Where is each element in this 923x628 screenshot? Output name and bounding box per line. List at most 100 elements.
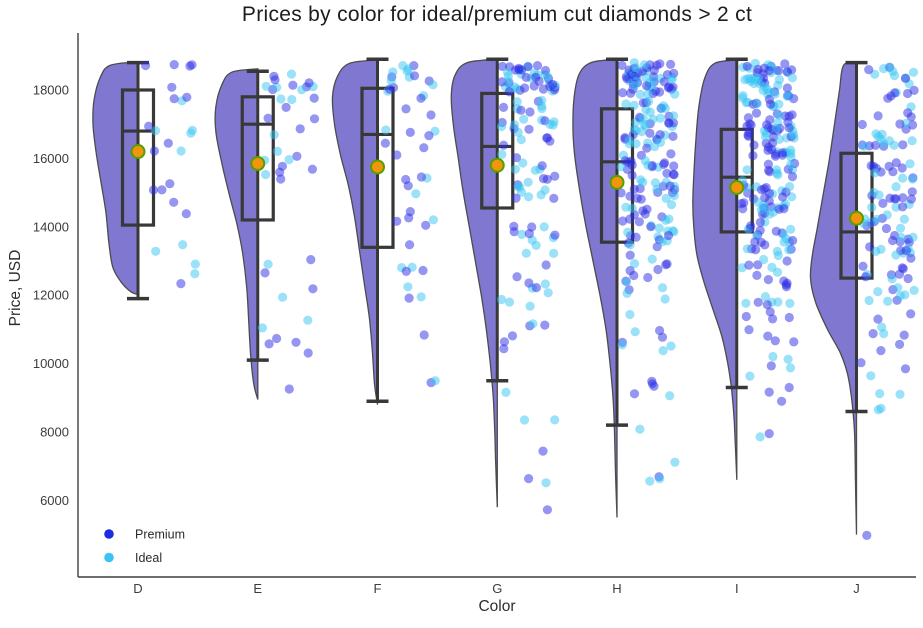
scatter-point xyxy=(149,146,159,156)
scatter-point xyxy=(749,140,759,150)
scatter-point xyxy=(638,113,648,123)
scatter-point xyxy=(771,123,781,133)
scatter-point xyxy=(873,111,883,121)
scatter-point xyxy=(903,273,913,284)
scatter-point xyxy=(144,121,154,131)
scatter-point xyxy=(782,83,793,93)
scatter-point xyxy=(891,202,901,212)
scatter-point xyxy=(653,264,663,275)
ytick-label-14000: 14000 xyxy=(33,219,69,234)
point-cloud-I xyxy=(736,58,800,442)
scatter-point xyxy=(788,235,798,246)
point-cloud-E xyxy=(257,69,320,394)
scatter-point xyxy=(621,202,631,212)
scatter-point xyxy=(661,193,671,203)
scatter-point xyxy=(884,136,895,146)
scatter-point xyxy=(386,76,396,86)
scatter-point xyxy=(870,140,881,150)
scatter-point xyxy=(421,220,431,230)
scatter-point xyxy=(411,189,421,199)
scatter-point xyxy=(401,104,411,114)
scatter-point xyxy=(741,311,751,322)
mean-dot-G xyxy=(489,157,505,173)
scatter-point xyxy=(630,327,640,337)
scatter-point xyxy=(663,230,674,241)
scatter-point xyxy=(883,93,893,103)
mean-dot-F xyxy=(370,159,385,175)
scatter-point xyxy=(654,223,664,233)
scatter-point xyxy=(649,381,659,391)
scatter-point xyxy=(784,123,794,133)
scatter-point xyxy=(618,216,628,226)
violin-G xyxy=(450,58,498,508)
scatter-point xyxy=(668,169,679,179)
scatter-point xyxy=(777,396,787,406)
scatter-point xyxy=(404,213,414,223)
scatter-point xyxy=(524,229,534,239)
scatter-point xyxy=(857,119,867,130)
scatter-point xyxy=(900,73,911,83)
scatter-point xyxy=(772,168,782,178)
scatter-point xyxy=(864,295,874,306)
scatter-point xyxy=(876,244,886,254)
scatter-point xyxy=(784,382,794,393)
scatter-point xyxy=(908,232,918,242)
scatter-point xyxy=(895,291,906,301)
scatter-point xyxy=(907,187,917,197)
scatter-point xyxy=(621,99,631,109)
scatter-point xyxy=(621,277,632,287)
scatter-point xyxy=(765,307,775,317)
scatter-point xyxy=(270,75,280,85)
scatter-point xyxy=(639,60,650,70)
scatter-point xyxy=(380,138,390,148)
scatter-point xyxy=(507,331,518,341)
scatter-point xyxy=(786,224,796,234)
scatter-point xyxy=(276,174,286,184)
scatter-point xyxy=(260,268,270,278)
scatter-point xyxy=(622,288,632,298)
scatter-point xyxy=(537,161,547,171)
scatter-point xyxy=(908,174,918,184)
scatter-point xyxy=(657,237,667,247)
scatter-point xyxy=(859,141,869,151)
scatter-point xyxy=(752,270,762,280)
scatter-point xyxy=(884,161,894,171)
scatter-point xyxy=(666,200,677,210)
xtick-label-G: G xyxy=(492,581,502,596)
scatter-point xyxy=(516,135,526,145)
scatter-point xyxy=(643,160,653,170)
scatter-point xyxy=(668,131,678,141)
box-G xyxy=(480,91,515,210)
scatter-point xyxy=(642,81,652,91)
scatter-point xyxy=(774,110,784,120)
ytick-label-6000: 6000 xyxy=(40,493,69,508)
scatter-point xyxy=(876,403,886,413)
scatter-point xyxy=(665,391,675,401)
scatter-point xyxy=(416,172,426,182)
scatter-point xyxy=(409,71,420,81)
scatter-point xyxy=(751,245,761,255)
scatter-point xyxy=(418,265,428,276)
scatter-point xyxy=(540,185,550,195)
scatter-point xyxy=(873,287,883,297)
scatter-point xyxy=(165,179,175,189)
scatter-point xyxy=(625,266,635,276)
scatter-point xyxy=(879,329,889,339)
scatter-point xyxy=(906,309,916,319)
scatter-point xyxy=(670,457,680,467)
scatter-point xyxy=(523,177,533,187)
point-cloud-F xyxy=(380,61,440,388)
scatter-point xyxy=(511,153,522,163)
scatter-point xyxy=(666,341,676,351)
scatter-point xyxy=(504,87,514,97)
scatter-point xyxy=(303,348,313,358)
scatter-point xyxy=(764,66,774,76)
point-cloud-G xyxy=(496,61,560,515)
scatter-point xyxy=(428,215,438,225)
scatter-point xyxy=(181,209,191,219)
scatter-point xyxy=(643,89,653,99)
scatter-point xyxy=(744,260,754,270)
scatter-point xyxy=(537,101,547,111)
scatter-point xyxy=(650,178,661,188)
legend-swatch-ideal xyxy=(104,552,114,563)
